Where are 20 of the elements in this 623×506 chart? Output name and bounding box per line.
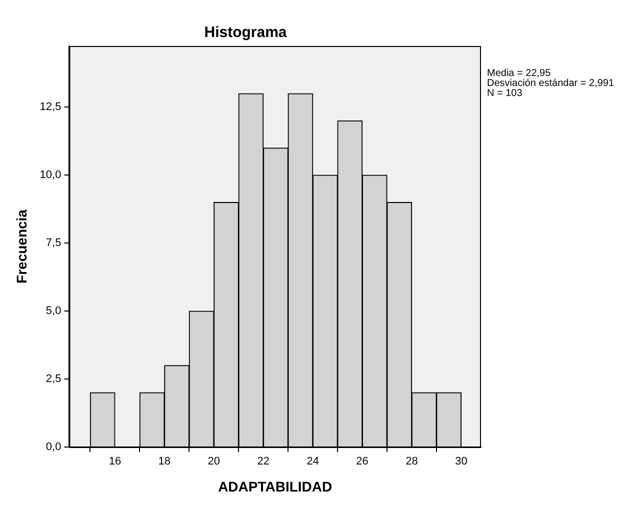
y-tick-label: 7,5 xyxy=(46,237,62,250)
y-tick-label: 12,5 xyxy=(40,101,62,114)
x-axis-title: ADAPTABILIDAD xyxy=(218,478,332,494)
text: Media = 22,95 xyxy=(487,68,552,79)
x-tick-label: 26 xyxy=(356,456,368,468)
y-tick-label: 0,0 xyxy=(46,441,62,454)
x-tick-label: 20 xyxy=(208,456,220,468)
x-tick-label: 16 xyxy=(108,456,122,468)
x-tick-label: 30 xyxy=(455,456,468,468)
chart-title: Histograma xyxy=(204,24,288,42)
x-tick-label: 18 xyxy=(158,456,171,468)
y-axis-title: Frecuencia xyxy=(13,209,30,284)
text: Desviación estándar = 2,991 xyxy=(487,78,614,89)
y-tick-label: 2,5 xyxy=(46,373,62,386)
x-tick-label: 24 xyxy=(306,456,319,468)
text: N = 103 xyxy=(487,88,523,99)
x-tick-label: 22 xyxy=(257,456,270,468)
y-tick-label: 10,0 xyxy=(40,169,62,182)
x-tick-label: 28 xyxy=(406,456,418,468)
y-tick-label: 5,0 xyxy=(46,305,62,318)
